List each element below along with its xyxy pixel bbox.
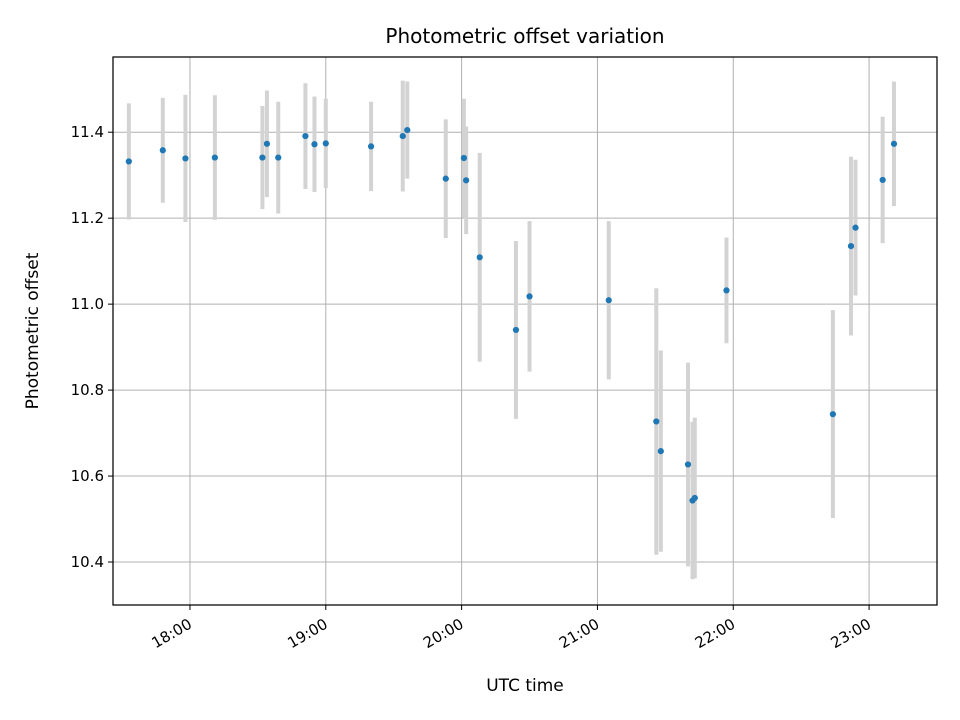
data-point (263, 140, 271, 147)
y-tick-label: 11.4 (71, 123, 104, 141)
data-point (322, 140, 329, 147)
y-axis-title: Photometric offset (23, 252, 43, 409)
y-tick-label: 10.6 (71, 467, 104, 485)
y-tick-label: 10.8 (71, 381, 104, 399)
data-point (852, 224, 859, 231)
data-point (159, 147, 166, 154)
data-point (399, 132, 406, 140)
data-point (829, 411, 836, 418)
data-point (311, 141, 318, 148)
y-tick-label: 10.4 (71, 553, 104, 571)
data-point (442, 175, 449, 182)
grid (113, 57, 937, 605)
data-point (404, 126, 411, 134)
data-point (211, 154, 218, 161)
data-point (259, 154, 266, 161)
data-point (463, 177, 470, 184)
data-point (657, 448, 664, 455)
data-point (302, 132, 309, 140)
plot-frame (112, 56, 938, 606)
data-point (182, 155, 189, 162)
data-point (512, 326, 520, 334)
data-point (367, 143, 375, 150)
y-tick-label: 11.0 (71, 295, 104, 313)
data-point (691, 494, 698, 502)
data-point (460, 154, 467, 162)
data-points (125, 126, 898, 504)
data-point (847, 243, 855, 250)
data-point (684, 461, 692, 468)
data-point (275, 154, 282, 161)
data-point (605, 297, 612, 304)
data-point (653, 418, 660, 425)
data-point (890, 140, 898, 147)
chart-title: Photometric offset variation (385, 24, 664, 48)
data-point (476, 254, 483, 261)
x-axis-title: UTC time (486, 676, 564, 696)
data-point (526, 293, 533, 300)
data-point (723, 287, 730, 294)
data-point (879, 176, 886, 184)
data-point (125, 158, 132, 165)
y-tick-label: 11.2 (71, 209, 104, 227)
